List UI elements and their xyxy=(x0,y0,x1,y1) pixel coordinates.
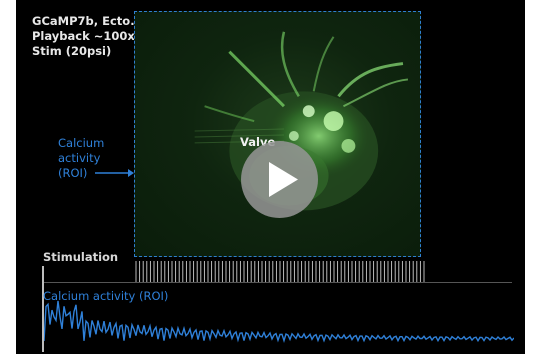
roi-annotation-line-2: activity xyxy=(58,151,101,165)
roi-frame xyxy=(134,11,421,257)
arrow-right-icon xyxy=(95,169,134,177)
stimulation-label: Stimulation xyxy=(43,250,119,264)
specimen-image xyxy=(194,31,409,211)
caption-line-stim: Stim (20psi) xyxy=(32,44,112,58)
roi-annotation: Calcium activity (ROI) xyxy=(58,136,116,181)
play-icon xyxy=(269,162,298,197)
calcium-trace-line xyxy=(44,300,514,343)
video-player[interactable]: GCaMP7b, Ecto. Epitheliomuscular Playbac… xyxy=(16,0,525,354)
stimulation-baseline xyxy=(42,282,512,283)
stimulation-ticks xyxy=(135,261,425,282)
roi-annotation-line-3: (ROI) xyxy=(58,166,88,180)
timeline-marker xyxy=(42,266,44,352)
calcium-trace-label: Calcium activity (ROI) xyxy=(43,289,169,303)
play-button[interactable] xyxy=(241,141,318,218)
caption-line-playback: Playback ~100x xyxy=(32,29,135,43)
roi-annotation-line-1: Calcium xyxy=(58,136,105,150)
calcium-trace xyxy=(44,300,514,343)
